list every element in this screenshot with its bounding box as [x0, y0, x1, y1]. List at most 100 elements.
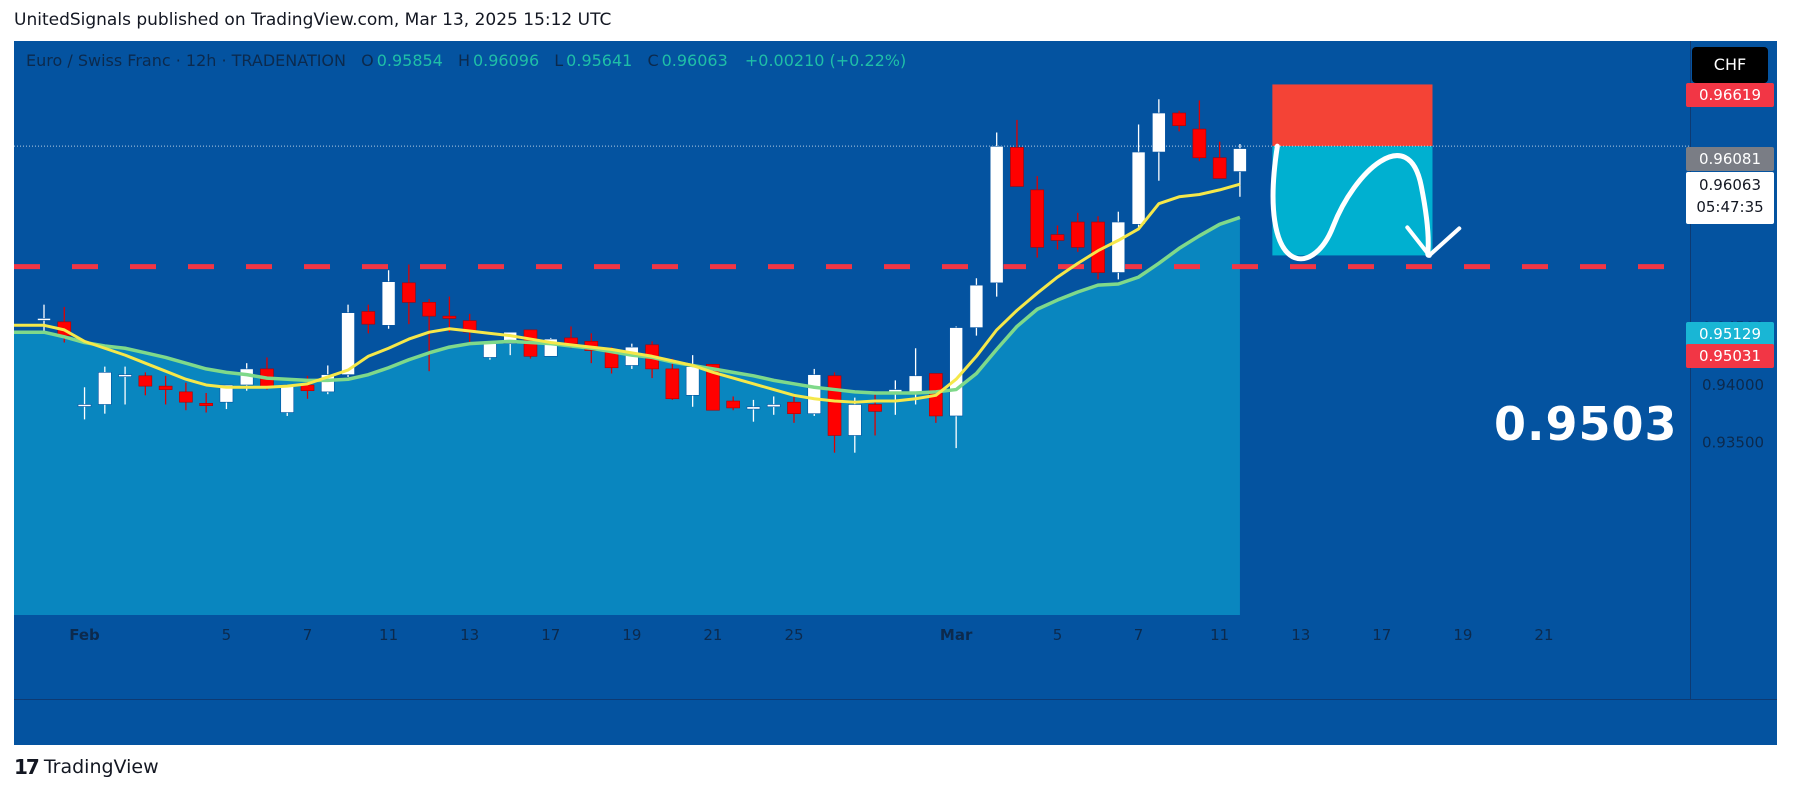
- tradingview-logo-icon: 17: [14, 755, 40, 779]
- candle: [199, 393, 213, 413]
- low-label: L: [554, 51, 564, 70]
- close-value: 0.96063: [661, 51, 728, 70]
- candle-body: [158, 385, 173, 390]
- candle: [118, 366, 132, 405]
- candle-body: [138, 375, 153, 387]
- candle-body: [868, 404, 882, 412]
- x-tick-label: 19: [622, 626, 641, 644]
- x-tick-label: 11: [1210, 626, 1229, 644]
- x-tick-label: 17: [541, 626, 560, 644]
- arrow-head-icon: [1405, 225, 1462, 258]
- change-value: +0.00210 (+0.22%): [744, 51, 907, 70]
- high-label: H: [457, 51, 470, 70]
- candle: [1091, 216, 1105, 280]
- candle-body: [442, 315, 457, 319]
- candle: [138, 372, 153, 396]
- candle-body: [1152, 112, 1166, 153]
- stop-price-tag: 0.96619: [1686, 83, 1774, 107]
- candle: [179, 382, 193, 411]
- candle-body: [1131, 151, 1146, 225]
- candle-body: [949, 327, 963, 417]
- candle: [766, 396, 781, 415]
- candle: [1050, 225, 1065, 250]
- candle: [1111, 211, 1126, 280]
- candle-body: [969, 284, 984, 328]
- target-price-tag: 0.95129: [1686, 322, 1774, 346]
- candle: [989, 132, 1004, 297]
- candle-body: [1030, 189, 1045, 248]
- candle-body: [77, 404, 92, 407]
- ema-area: [14, 217, 1240, 615]
- x-tick-label: 7: [1134, 626, 1144, 644]
- candle-body: [726, 400, 740, 409]
- candle-body: [341, 312, 355, 375]
- candle-body: [787, 401, 801, 414]
- close-label: C: [647, 51, 659, 70]
- candle-body: [361, 311, 376, 325]
- candle-body: [37, 318, 51, 321]
- candle-body: [1070, 221, 1085, 248]
- y-tick-label: 0.94000: [1702, 376, 1764, 394]
- candle-body: [685, 366, 700, 396]
- candle: [219, 384, 234, 410]
- candle: [1212, 141, 1227, 179]
- candle: [1030, 176, 1045, 258]
- candle: [381, 270, 396, 329]
- candle-body: [422, 302, 436, 317]
- level-annotation: 0.9503: [1494, 397, 1678, 451]
- symbol-legend: Euro / Swiss Franc · 12h · TRADENATION O…: [26, 51, 906, 70]
- x-tick-label: 25: [784, 626, 803, 644]
- candle-body: [665, 368, 680, 400]
- x-tick-label: 19: [1453, 626, 1472, 644]
- candle: [260, 357, 274, 390]
- candle-body: [1212, 157, 1227, 179]
- candle: [665, 358, 680, 400]
- high-value: 0.96096: [472, 51, 540, 70]
- candle: [1233, 144, 1247, 197]
- stop-loss-zone: [1272, 84, 1433, 147]
- candle-body: [1111, 221, 1126, 273]
- current-price-tag: 0.96063 05:47:35: [1686, 172, 1774, 224]
- x-tick-label: 21: [703, 626, 722, 644]
- candle: [969, 278, 984, 336]
- candle-body: [766, 404, 781, 408]
- candle-body: [179, 391, 193, 403]
- candle-body: [118, 374, 132, 377]
- x-tick-label: Mar: [940, 626, 973, 644]
- candle: [361, 304, 376, 334]
- x-tick-label: Feb: [69, 626, 100, 644]
- candle-body: [1233, 148, 1247, 172]
- candle-body: [219, 384, 234, 403]
- x-tick-label: 17: [1372, 626, 1391, 644]
- candle: [1172, 110, 1186, 132]
- open-label: O: [361, 51, 374, 70]
- time-axis-separator: [14, 699, 1777, 700]
- x-tick-label: 7: [303, 626, 313, 644]
- candle: [1070, 212, 1085, 252]
- candle-body: [280, 384, 295, 413]
- currency-button[interactable]: CHF: [1692, 47, 1768, 83]
- price-axis-separator: [1690, 41, 1691, 699]
- candle: [98, 366, 112, 414]
- bar-countdown: 05:47:35: [1696, 198, 1764, 216]
- footer-brand[interactable]: 17 TradingView: [14, 755, 159, 779]
- y-tick-label: 0.93500: [1702, 433, 1764, 451]
- candle: [807, 368, 822, 416]
- candle: [929, 373, 943, 423]
- candle: [341, 304, 355, 377]
- publisher-line: UnitedSignals published on TradingView.c…: [14, 10, 612, 30]
- ema-slow-line: [14, 215, 1241, 395]
- x-tick-label: 5: [222, 626, 232, 644]
- candle: [1192, 100, 1207, 162]
- candle-body: [706, 364, 720, 411]
- low-value: 0.95641: [566, 51, 633, 70]
- candle-body: [1192, 128, 1207, 159]
- projection-arrow: [1270, 143, 1432, 262]
- x-tick-label: 13: [1291, 626, 1310, 644]
- candle: [1010, 119, 1024, 187]
- candle-body: [807, 374, 822, 414]
- candle: [1131, 124, 1146, 231]
- candle-body: [827, 375, 842, 436]
